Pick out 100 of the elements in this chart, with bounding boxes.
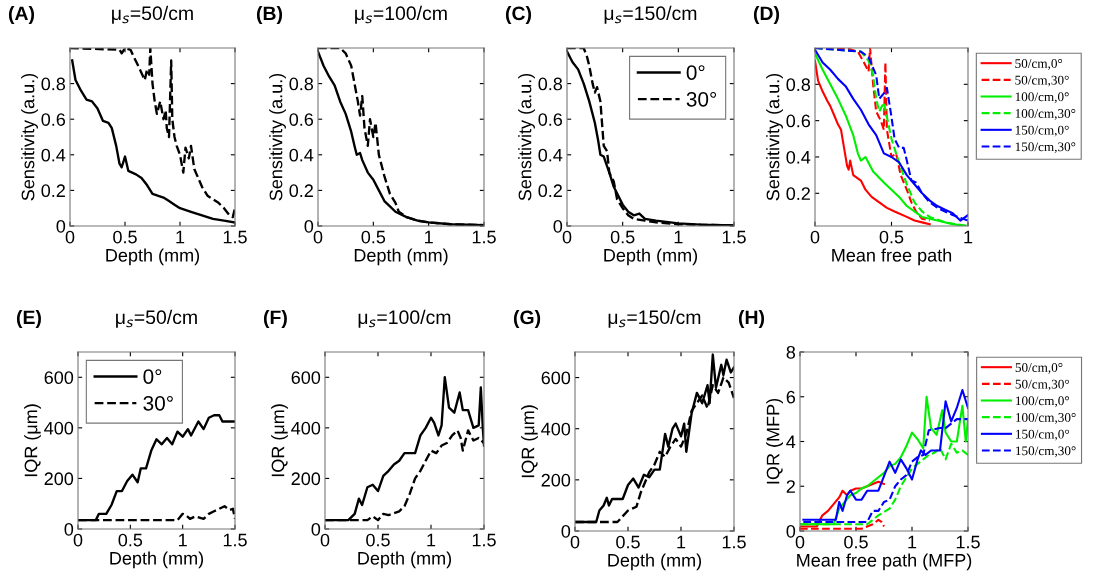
x-axis-title: Depth (mm) — [358, 551, 452, 569]
legend-label: 100/cm,30° — [1015, 109, 1076, 120]
y-tick-label: 0.2 — [41, 184, 65, 198]
y-tick-label: 0.8 — [786, 78, 811, 92]
x-tick-label: 1.5 — [722, 535, 746, 549]
x-tick-label: 0 — [810, 230, 820, 244]
y-tick-label: 0.2 — [289, 184, 313, 198]
x-tick-label: 0 — [320, 533, 330, 547]
x-tick-label: 1.5 — [956, 535, 980, 549]
x-tick-label: 0 — [570, 535, 580, 549]
text: (G) — [513, 309, 541, 329]
y-axis-title: IQR (MFP) — [766, 398, 784, 484]
legend-label: 0° — [143, 369, 162, 384]
x-tick-label: 1 — [677, 535, 686, 549]
x-tick-label: 1 — [179, 533, 187, 547]
y-tick-label: 400 — [44, 421, 74, 435]
y-tick-label: 0.6 — [786, 114, 811, 128]
x-tick-label: 0.5 — [616, 535, 640, 549]
legend-label: 150/cm,0° — [1015, 125, 1069, 137]
chart-title: μ$_{s}$=50/cm — [112, 5, 193, 24]
text: (A) — [8, 5, 35, 25]
y-axis-title: IQR (μm) — [24, 404, 41, 477]
y-tick-label: 600 — [291, 371, 321, 385]
y-axis-title: IQR (μm) — [271, 404, 288, 477]
y-axis-title: Sensitivity (a.u.) — [21, 73, 38, 201]
y-tick-label: 600 — [541, 371, 571, 385]
x-tick-label: 1 — [425, 230, 433, 244]
chart-title: μ$_{s}$=150/cm — [608, 309, 701, 328]
y-tick-label: 200 — [44, 472, 74, 486]
text: (C) — [505, 5, 532, 25]
text: (D) — [753, 5, 780, 25]
y-tick-label: 0.4 — [538, 148, 563, 162]
legend-label: 100/cm,0° — [1015, 92, 1069, 104]
text: (E) — [16, 309, 41, 329]
x-tick-label: 1 — [674, 230, 683, 244]
legend-label: 0° — [686, 65, 705, 80]
y-tick-label: 0.8 — [41, 77, 66, 91]
x-tick-label: 0.5 — [879, 230, 904, 244]
legend-label: 150/cm,0° — [1016, 429, 1070, 441]
y-tick-label: 6 — [786, 390, 796, 404]
y-tick-label: 0 — [56, 219, 66, 233]
x-axis-title: Depth (mm) — [604, 248, 698, 266]
y-tick-label: 8 — [786, 345, 796, 359]
y-tick-label: 4 — [786, 435, 796, 449]
x-tick-label: 0 — [73, 533, 83, 547]
chart-title: μ$_{s}$=50/cm — [116, 309, 197, 328]
x-tick-label: 1.5 — [223, 230, 247, 244]
y-axis-title: Sensitivity (a.u.) — [766, 73, 783, 201]
y-tick-label: 0.8 — [538, 77, 563, 91]
legend-label: 50/cm,0° — [1015, 363, 1063, 374]
x-tick-label: 1.5 — [223, 533, 247, 547]
y-tick-label: 2 — [786, 480, 795, 493]
legend-label: 30° — [686, 91, 717, 107]
y-axis-title: IQR (μm) — [521, 405, 538, 478]
chart-title: μ$_{s}$=100/cm — [358, 309, 451, 328]
legend-label: 50/cm,30° — [1015, 75, 1069, 87]
x-axis-title: Mean free path (MFP) — [797, 553, 972, 571]
x-tick-label: 0.5 — [366, 533, 390, 547]
chart-title: μ$_{s}$=100/cm — [355, 5, 447, 24]
y-tick-label: 0 — [553, 219, 563, 233]
y-tick-label: 0 — [561, 524, 571, 538]
y-tick-label: 0 — [64, 522, 74, 536]
text: (H) — [738, 309, 765, 329]
text: (F) — [263, 309, 287, 329]
x-tick-label: 1 — [176, 230, 185, 244]
legend-label: 50/cm,30° — [1015, 379, 1070, 391]
y-axis-title: Sensitivity (a.u.) — [269, 73, 286, 201]
x-axis-title: Depth (mm) — [106, 248, 200, 266]
x-tick-label: 1 — [427, 533, 436, 547]
y-tick-label: 0 — [311, 522, 321, 536]
x-tick-label: 1.5 — [472, 533, 496, 547]
y-tick-label: 600 — [44, 371, 74, 385]
y-tick-label: 0.4 — [289, 148, 314, 162]
x-tick-label: 1 — [908, 535, 917, 549]
legend-label: 50/cm,0° — [1015, 59, 1063, 70]
y-tick-label: 0 — [786, 524, 796, 538]
x-tick-label: 0.5 — [844, 535, 868, 549]
y-tick-label: 400 — [541, 422, 571, 436]
x-tick-label: 1.5 — [722, 230, 746, 244]
text: (B) — [256, 5, 283, 25]
y-tick-label: 200 — [541, 473, 571, 487]
y-tick-label: 200 — [291, 472, 321, 486]
y-tick-label: 0.6 — [289, 113, 314, 126]
x-tick-label: 0.5 — [118, 533, 143, 547]
y-tick-label: 0.4 — [786, 150, 811, 164]
legend-label: 30° — [143, 395, 173, 411]
y-axis-title: Sensitivity (a.u.) — [518, 73, 535, 201]
legend-label: 150/cm,30° — [1016, 446, 1076, 458]
y-tick-label: 0.6 — [538, 113, 563, 126]
y-tick-label: 0.6 — [41, 113, 66, 126]
x-axis-title: Mean free path — [832, 248, 952, 266]
y-tick-label: 0.2 — [786, 187, 810, 201]
x-tick-label: 1.5 — [472, 230, 496, 244]
x-axis-title: Depth (mm) — [110, 551, 204, 569]
x-axis-title: Depth (mm) — [608, 553, 702, 571]
x-axis-title: Depth (mm) — [354, 248, 448, 266]
y-tick-label: 400 — [291, 421, 321, 435]
legend-label: 100/cm,0° — [1016, 396, 1070, 408]
y-tick-label: 0 — [304, 219, 314, 233]
legend-label: 150/cm,30° — [1015, 142, 1076, 154]
